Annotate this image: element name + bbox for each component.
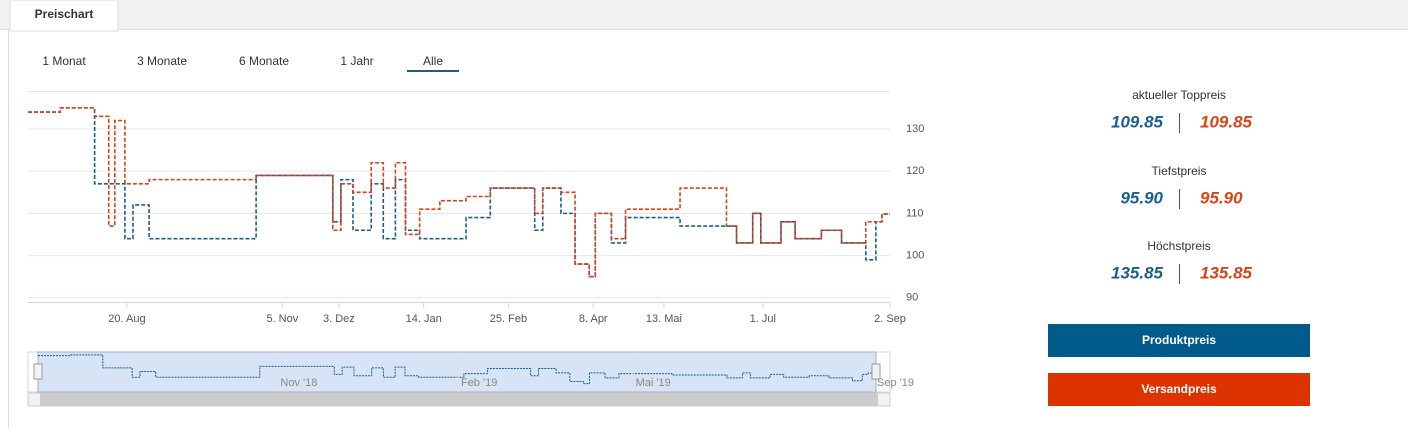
legend-button[interactable] (1048, 373, 1310, 406)
tab[interactable] (9, 0, 119, 32)
y-tick-label: 90 (906, 292, 918, 304)
legend-button[interactable] (1048, 324, 1310, 357)
price-line (28, 107, 890, 278)
y-tick-label: 120 (906, 165, 924, 177)
x-tick-label: 1. Jul (750, 313, 776, 325)
range-button[interactable]: 3 Monate (137, 54, 187, 68)
navigator-label: Mai '19 (636, 377, 671, 389)
x-tick-label: 8. Apr (579, 313, 608, 325)
tab-bar (0, 0, 1408, 30)
stat-product: 95.90 (1120, 188, 1163, 207)
navigator-label: Nov '18 (280, 377, 317, 389)
navigator-range (37, 351, 877, 393)
x-tick-label: 2. Sep (874, 313, 906, 325)
x-tick-label: 5. Nov (266, 313, 298, 325)
stat-label: Tiefstpreis (1152, 164, 1207, 178)
scrollbar-thumb[interactable] (40, 393, 878, 406)
navigator-handle[interactable] (871, 363, 881, 380)
y-tick-label: 100 (906, 249, 924, 261)
navigator-label: Sep '19 (877, 377, 914, 389)
stat-shipping: 109.85 (1200, 112, 1253, 131)
range-button[interactable]: 1 Monat (42, 54, 86, 68)
range-button[interactable]: Alle (423, 54, 443, 68)
x-tick-label: 13. Mai (646, 313, 682, 325)
stat-label: Höchstpreis (1147, 239, 1210, 253)
navigator-handle[interactable] (33, 363, 43, 380)
x-tick-label: 14. Jan (406, 313, 442, 325)
stat-product: 109.85 (1111, 112, 1164, 131)
stat-shipping: 135.85 (1200, 263, 1253, 282)
tab-label[interactable]: Preischart (35, 7, 94, 21)
range-button[interactable]: 1 Jahr (340, 54, 373, 68)
range-button[interactable]: 6 Monate (239, 54, 289, 68)
stat-shipping: 95.90 (1200, 188, 1243, 207)
legend-label[interactable]: Produktpreis (1142, 333, 1216, 347)
y-tick-label: 130 (906, 123, 924, 135)
y-tick-label: 110 (906, 207, 924, 219)
x-tick-label: 20. Aug (108, 313, 145, 325)
legend-label[interactable]: Versandpreis (1141, 382, 1217, 396)
x-tick-label: 3. Dez (323, 313, 355, 325)
stat-product: 135.85 (1111, 263, 1164, 282)
navigator-line (38, 354, 876, 385)
x-tick-label: 25. Feb (490, 313, 527, 325)
price-line (28, 107, 890, 278)
stat-label: aktueller Toppreis (1132, 88, 1226, 102)
navigator-label: Feb '19 (461, 377, 497, 389)
